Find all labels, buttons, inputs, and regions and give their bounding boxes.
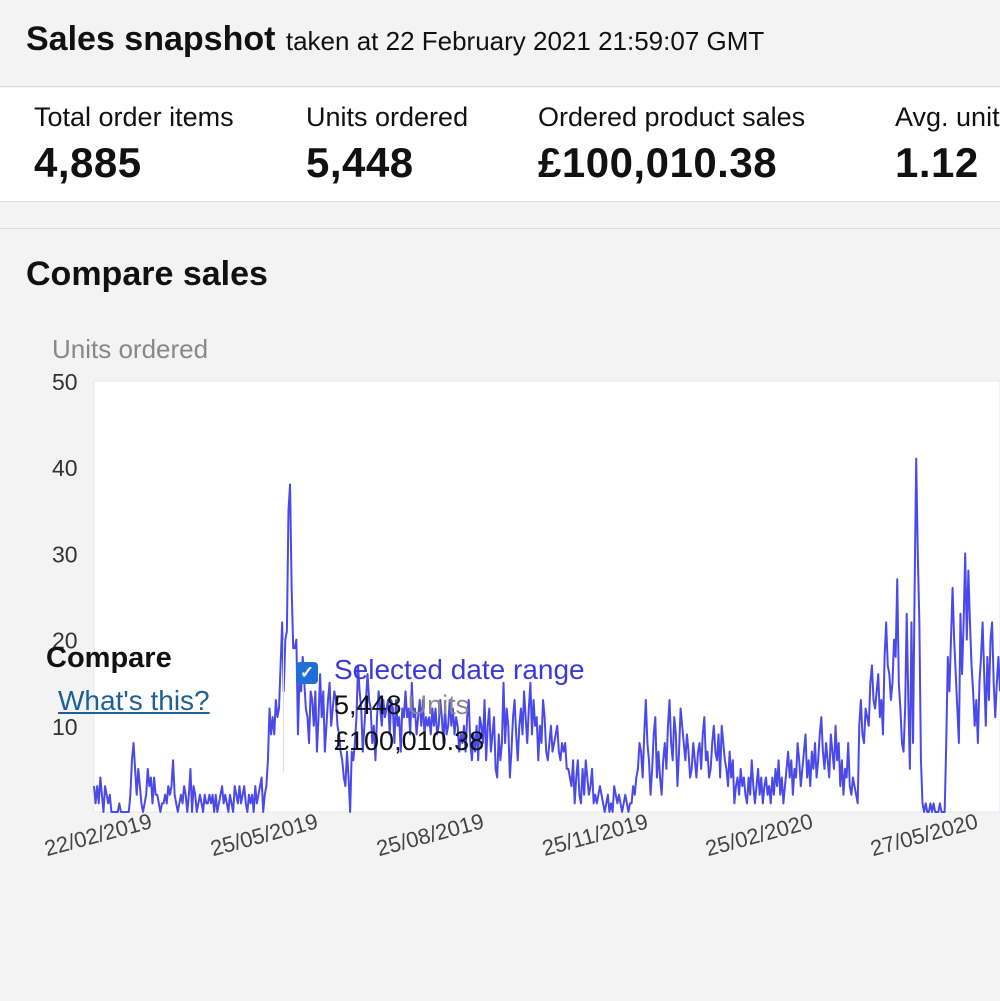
selected-range-checkbox[interactable]: ✓ <box>296 662 318 684</box>
whats-this-link[interactable]: What's this? <box>58 685 210 716</box>
y-tick-label: 20 <box>52 628 78 654</box>
metrics-bar: Total order items 4,885 Units ordered 5,… <box>0 88 1000 202</box>
compare-heading: Compare <box>46 642 172 674</box>
snapshot-title: Sales snapshot <box>26 20 276 58</box>
metric-value: 5,448 <box>306 139 414 186</box>
x-tick-label: 27/05/2020 <box>868 808 981 861</box>
x-tick-label: 25/05/2019 <box>208 808 321 861</box>
metric-label: Total order items <box>34 102 234 132</box>
compare-column: Compare What's this? <box>46 642 286 717</box>
y-axis-title: Units ordered <box>52 334 208 364</box>
x-tick-label: 25/08/2019 <box>374 808 487 861</box>
y-tick-label: 10 <box>52 714 78 740</box>
metric-ordered-product-sales: Ordered product sales £100,010.38 <box>538 102 805 187</box>
metric-value: 1.12 <box>895 139 979 186</box>
column-divider <box>283 640 284 772</box>
metric-label: Ordered product sales <box>538 102 806 132</box>
selected-range-units: 5,448 Units <box>334 690 469 721</box>
y-tick-label: 30 <box>52 541 78 567</box>
metric-value: £100,010.38 <box>538 139 778 186</box>
units-value: 5,448 <box>334 690 402 720</box>
compare-sales-title: Compare sales <box>26 255 268 293</box>
units-ordered-line <box>93 457 1000 813</box>
y-tick-label: 40 <box>52 455 78 481</box>
units-label: Units <box>407 690 470 720</box>
y-tick-label: 50 <box>52 369 78 395</box>
selected-range-label[interactable]: Selected date range <box>334 654 585 685</box>
x-tick-label: 22/02/2019 <box>42 808 155 861</box>
x-tick-label: 25/11/2019 <box>539 809 650 861</box>
metric-label: Avg. units/order item <box>895 102 1000 132</box>
metric-value: 4,885 <box>34 139 142 186</box>
metric-avg-units: Avg. units/order item 1.12 <box>895 102 1000 187</box>
plot-area <box>93 380 1000 813</box>
metric-total-order-items: Total order items 4,885 <box>34 102 234 187</box>
snapshot-timestamp: taken at 22 February 2021 21:59:07 GMT <box>285 26 765 56</box>
metric-label: Units ordered <box>306 102 469 132</box>
snapshot-header: Sales snapshot taken at 22 February 2021… <box>0 0 1000 87</box>
units-ordered-chart: Units ordered 50 40 30 20 10 22/02/2019 25/05/2… <box>42 334 1000 861</box>
metric-units-ordered: Units ordered 5,448 <box>306 102 468 187</box>
snapshot-title-row: Sales snapshot taken at 22 February 2021… <box>26 20 764 59</box>
selected-range-sales: £100,010.38 <box>334 726 485 756</box>
x-tick-label: 25/02/2020 <box>703 808 816 861</box>
